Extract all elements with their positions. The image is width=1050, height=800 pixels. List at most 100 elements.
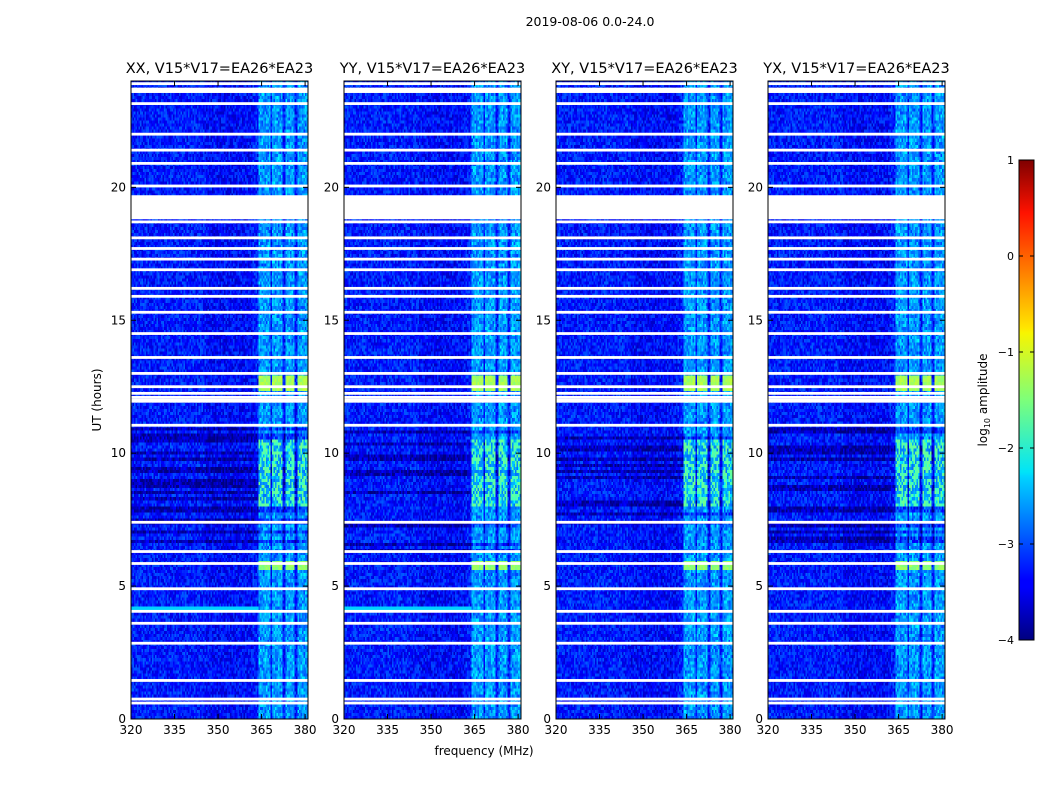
flagged-row — [556, 395, 733, 399]
flagged-row — [344, 562, 521, 565]
y-tick-label: 0 — [755, 712, 763, 726]
flagged-row — [344, 609, 521, 613]
flagged-row — [131, 148, 308, 152]
colorbar-label-subscript: 10 — [983, 418, 992, 428]
y-tick-label: 15 — [111, 313, 126, 327]
x-tick-label: 335 — [376, 723, 399, 737]
x-tick-label: 320 — [120, 723, 143, 737]
flagged-row — [344, 102, 521, 105]
x-tick-label: 380 — [507, 723, 530, 737]
flagged-row — [768, 562, 945, 565]
x-tick-label: 380 — [719, 723, 742, 737]
flagged-row — [344, 268, 521, 272]
flagged-row — [131, 356, 308, 359]
y-tick-label: 20 — [324, 180, 339, 194]
colorbar-label: log10 amplitude — [976, 354, 992, 447]
flagged-row — [768, 132, 945, 136]
panel-title: XX, V15*V17=EA26*EA23 — [126, 61, 314, 77]
colorbar-tick-label: −4 — [998, 634, 1014, 647]
flagged-row — [768, 520, 945, 524]
flagged-row — [344, 356, 521, 359]
flagged-row — [344, 641, 521, 645]
flagged-row — [344, 372, 521, 375]
flagged-row — [768, 286, 945, 290]
flagged-row — [556, 391, 733, 395]
flagged-row — [344, 257, 521, 261]
flagged-row — [131, 310, 308, 314]
flagged-row — [344, 310, 521, 314]
flagged-row — [344, 621, 521, 625]
flagged-gap — [344, 87, 521, 93]
y-tick-label: 5 — [543, 579, 551, 593]
x-tick-label: 320 — [333, 723, 356, 737]
flagged-row — [344, 423, 521, 427]
flagged-row — [344, 332, 521, 335]
x-tick-label: 320 — [545, 723, 568, 737]
flagged-row — [131, 609, 308, 613]
flagged-row — [768, 184, 945, 188]
flagged-row — [768, 236, 945, 240]
flagged-row — [131, 701, 308, 705]
panel-title: YX, V15*V17=EA26*EA23 — [762, 61, 949, 77]
flagged-row — [131, 621, 308, 625]
flagged-gap — [344, 398, 521, 403]
flagged-row — [344, 391, 521, 395]
flagged-row — [556, 247, 733, 250]
flagged-row — [556, 310, 733, 314]
flagged-row — [131, 587, 308, 591]
flagged-row — [344, 286, 521, 290]
flagged-gap — [131, 87, 308, 93]
colorbar-label-base: log — [976, 428, 990, 446]
flagged-row — [131, 102, 308, 105]
flagged-row — [556, 423, 733, 427]
flagged-row — [131, 641, 308, 645]
flagged-row — [768, 310, 945, 314]
flagged-row — [556, 220, 733, 224]
flagged-row — [768, 268, 945, 272]
y-tick-label: 10 — [324, 446, 339, 460]
flagged-row — [768, 423, 945, 427]
suptitle: 2019-08-06 0.0-24.0 — [526, 14, 655, 29]
flagged-row — [131, 220, 308, 224]
flagged-row — [556, 184, 733, 188]
flagged-row — [556, 82, 733, 86]
flagged-row — [131, 697, 308, 701]
flagged-row — [768, 148, 945, 152]
flagged-row — [344, 385, 521, 389]
flagged-row — [131, 520, 308, 524]
flagged-row — [344, 294, 521, 298]
flagged-row — [131, 679, 308, 682]
flagged-gap — [556, 87, 733, 93]
y-tick-label: 20 — [748, 180, 763, 194]
flagged-row — [344, 247, 521, 250]
flagged-row — [131, 268, 308, 272]
y-tick-label: 10 — [748, 446, 763, 460]
flagged-row — [768, 356, 945, 359]
flagged-row — [344, 236, 521, 240]
flagged-row — [344, 679, 521, 682]
y-tick-label: 20 — [111, 180, 126, 194]
flagged-row — [556, 268, 733, 272]
flagged-row — [556, 520, 733, 524]
y-tick-label: 0 — [543, 712, 551, 726]
flagged-row — [344, 395, 521, 399]
x-tick-label: 350 — [844, 723, 867, 737]
x-tick-label: 380 — [931, 723, 954, 737]
flagged-row — [768, 385, 945, 389]
flagged-row — [131, 82, 308, 86]
y-tick-label: 10 — [536, 446, 551, 460]
x-tick-label: 335 — [163, 723, 186, 737]
flagged-gap — [768, 87, 945, 93]
flagged-row — [344, 587, 521, 591]
heatmap-panel-3: YX, V15*V17=EA26*EA23 320 335 350 365 380 0 5 10… — [748, 61, 954, 737]
flagged-row — [131, 132, 308, 136]
flagged-row — [344, 550, 521, 553]
y-tick-label: 5 — [118, 579, 126, 593]
x-tick-label: 350 — [420, 723, 443, 737]
flagged-row — [556, 195, 733, 199]
flagged-row — [344, 184, 521, 188]
flagged-row — [768, 372, 945, 375]
heatmap-panel-1: YY, V15*V17=EA26*EA23 320 335 350 365 380 0 5 10… — [324, 61, 530, 737]
flagged-row — [556, 679, 733, 682]
flagged-row — [131, 294, 308, 298]
